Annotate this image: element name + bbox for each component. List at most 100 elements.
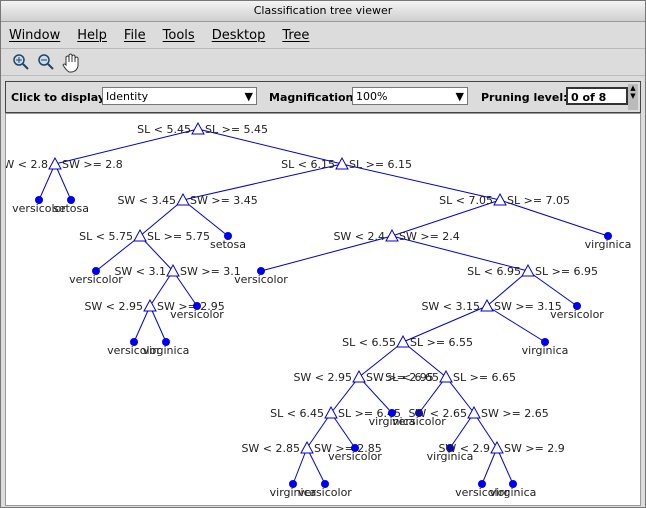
split-left: SW < 3.1 bbox=[114, 265, 166, 278]
pan[interactable] bbox=[62, 53, 79, 73]
leaf-node[interactable] bbox=[604, 232, 612, 240]
display-dropdown[interactable]: Identity ▼ bbox=[102, 87, 257, 105]
branch-node[interactable] bbox=[48, 156, 62, 170]
branch-node[interactable] bbox=[467, 405, 481, 419]
split-right: SW >= 3.15 bbox=[494, 300, 562, 313]
tree-edge bbox=[449, 412, 475, 449]
leaf-node[interactable] bbox=[509, 480, 517, 488]
tree-edge bbox=[358, 376, 393, 414]
tree-edge bbox=[402, 341, 447, 378]
leaf-node[interactable] bbox=[541, 338, 549, 346]
leaf-node[interactable] bbox=[573, 302, 581, 310]
split-left: SL < 5.75 bbox=[79, 230, 133, 243]
zoom-in[interactable] bbox=[13, 54, 29, 70]
leaf-node[interactable] bbox=[193, 302, 201, 310]
pruning-spinner[interactable]: ▲ ▼ bbox=[628, 84, 638, 110]
split-left: SL < 6.45 bbox=[270, 407, 324, 420]
split-right: SW >= 2.85 bbox=[314, 442, 382, 455]
menu-item[interactable]: Window bbox=[9, 27, 61, 43]
branch-node[interactable] bbox=[300, 440, 314, 454]
branch-node[interactable] bbox=[133, 228, 147, 242]
control-bar: Click to display: Identity ▼ Magnificatio… bbox=[5, 81, 641, 113]
branch-node[interactable] bbox=[493, 192, 507, 206]
split-right: SL >= 6.45 bbox=[338, 407, 401, 420]
leaf-node[interactable] bbox=[351, 444, 359, 452]
branch-node[interactable] bbox=[480, 298, 494, 312]
branch-node[interactable] bbox=[191, 121, 205, 135]
leaf-label: versicolor bbox=[550, 308, 604, 321]
split-left: SL < 6.55 bbox=[342, 336, 396, 349]
branch-node[interactable] bbox=[490, 440, 504, 454]
split-left: SW < 2.9 bbox=[438, 442, 490, 455]
leaf-node[interactable] bbox=[321, 480, 329, 488]
leaf-label: versicolor bbox=[455, 486, 509, 499]
menu-item[interactable]: Desktop bbox=[211, 27, 266, 43]
split-right: SW >= 3.45 bbox=[190, 194, 258, 207]
split-right: SL >= 7.05 bbox=[507, 194, 570, 207]
split-left: SL < 5.45 bbox=[137, 123, 191, 136]
split-right: SW >= 2.9 bbox=[504, 442, 565, 455]
tree-edge bbox=[330, 412, 356, 449]
branch-node[interactable] bbox=[143, 298, 157, 312]
leaf-label: versicolor bbox=[69, 273, 123, 286]
pruning-text: 0 of 8 bbox=[571, 91, 607, 104]
branch-node[interactable] bbox=[352, 369, 366, 383]
menu-item[interactable]: Tree bbox=[282, 27, 310, 43]
tree-edge bbox=[391, 199, 501, 237]
tree: SL < 5.45 SL >= 5.45 SW < 2.8 SW >= 2.8 SL <… bbox=[1, 121, 631, 499]
leaf-label: virginica bbox=[522, 344, 569, 357]
leaf-node[interactable] bbox=[388, 409, 396, 417]
leaf-node[interactable] bbox=[35, 196, 43, 204]
leaf-node[interactable] bbox=[92, 267, 100, 275]
branch-node[interactable] bbox=[385, 228, 399, 242]
leaf-node[interactable] bbox=[478, 480, 486, 488]
tree-edge bbox=[481, 447, 498, 485]
tree-edge bbox=[391, 235, 529, 272]
tree-edge bbox=[496, 447, 514, 485]
magnification-value: 100% bbox=[356, 90, 388, 103]
leaf-label: virginica bbox=[427, 450, 474, 463]
branch-node[interactable] bbox=[439, 369, 453, 383]
branch-node[interactable] bbox=[166, 263, 180, 277]
leaf-node[interactable] bbox=[67, 196, 75, 204]
pruning-value[interactable]: 0 of 8 bbox=[566, 87, 628, 105]
pruning-label: Pruning level: bbox=[481, 91, 568, 104]
leaf-label: versicolor bbox=[107, 344, 161, 357]
magnification-dropdown[interactable]: 100% ▼ bbox=[352, 87, 468, 105]
leaf-node[interactable] bbox=[130, 338, 138, 346]
leaf-label: versicolor bbox=[234, 273, 288, 286]
tree-edge bbox=[133, 305, 151, 343]
tree-edge bbox=[139, 235, 174, 272]
branch-node[interactable] bbox=[324, 405, 338, 419]
split-right: SL >= 6.15 bbox=[349, 158, 412, 171]
menu-item[interactable]: Help bbox=[77, 27, 107, 43]
leaf-label: setosa bbox=[53, 202, 89, 215]
tree-edge bbox=[182, 163, 343, 201]
split-right: SW >= 2.65 bbox=[481, 407, 549, 420]
tree-edge bbox=[95, 235, 141, 272]
tree-edge bbox=[486, 305, 546, 343]
split-right: SW >= 2.4 bbox=[399, 230, 460, 243]
split-left: SW < 2.4 bbox=[333, 230, 385, 243]
dropdown-arrow: ▼ bbox=[455, 90, 464, 103]
tree-edge bbox=[486, 270, 529, 307]
zoom-out[interactable] bbox=[38, 54, 54, 70]
branch-node[interactable] bbox=[396, 334, 410, 348]
leaf-node[interactable] bbox=[446, 444, 454, 452]
toolbar bbox=[1, 48, 645, 76]
leaf-node[interactable] bbox=[415, 409, 423, 417]
branch-node[interactable] bbox=[521, 263, 535, 277]
tree-edge bbox=[358, 341, 404, 378]
branch-node[interactable] bbox=[335, 156, 349, 170]
tree-edge bbox=[292, 447, 308, 485]
tree-edge bbox=[341, 163, 501, 201]
menu-item[interactable]: Tools bbox=[162, 27, 195, 43]
menu-item[interactable]: File bbox=[123, 27, 146, 43]
display-label: Click to display: bbox=[11, 91, 110, 104]
branch-node[interactable] bbox=[176, 192, 190, 206]
leaf-node[interactable] bbox=[289, 480, 297, 488]
leaf-node[interactable] bbox=[162, 338, 170, 346]
leaf-node[interactable] bbox=[224, 232, 232, 240]
leaf-node[interactable] bbox=[257, 267, 265, 275]
